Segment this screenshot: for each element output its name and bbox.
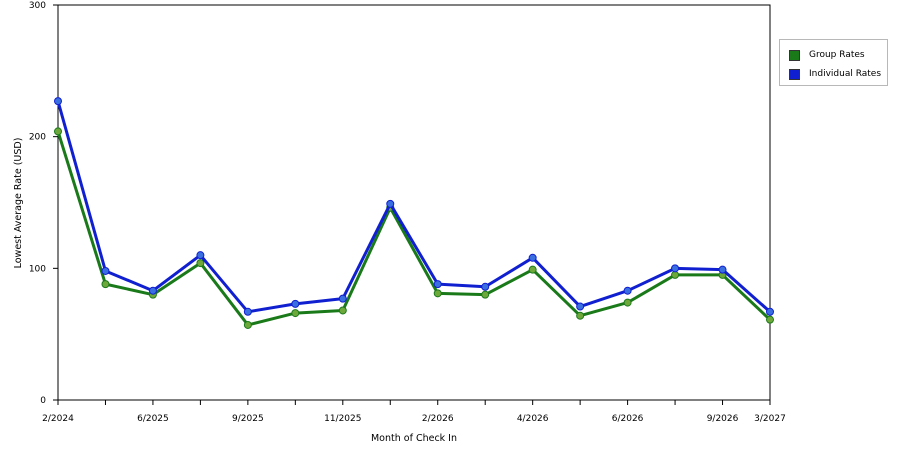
data-point-group-rates-13 <box>671 270 680 279</box>
legend-label-group-rates: Group Rates <box>809 50 865 60</box>
legend-item-individual-rates: Individual Rates <box>789 67 881 81</box>
labels-layer: Month of Check In Lowest Average Rate (U… <box>13 1 786 444</box>
data-point-group-rates-1 <box>101 280 110 289</box>
x-tick-label-9-2026: 9/2026 <box>707 414 739 424</box>
x-tick-label-2-2026: 2/2026 <box>422 414 454 424</box>
data-point-group-rates-8 <box>433 289 442 298</box>
series-line-individual-rates <box>56 100 771 314</box>
data-point-individual-rates-8 <box>433 280 442 289</box>
legend-swatch-group-rates <box>789 49 800 61</box>
data-point-individual-rates-14 <box>718 265 727 274</box>
x-tick-label-11-2025: 11/2025 <box>324 414 361 424</box>
x-tick-label-4-2026: 4/2026 <box>517 414 549 424</box>
y-tick-label-100: 100 <box>29 264 46 274</box>
data-point-group-rates-9 <box>481 290 490 299</box>
legend-item-group-rates: Group Rates <box>789 48 865 62</box>
x-tick-label-9-2025: 9/2025 <box>232 414 264 424</box>
axes-layer <box>53 4 771 405</box>
data-point-individual-rates-9 <box>481 282 490 291</box>
data-point-individual-rates-15 <box>766 307 774 316</box>
y-tick-label-0: 0 <box>40 396 46 406</box>
chart-legend: Group Rates Individual Rates <box>779 39 888 86</box>
y-tick-label-300: 300 <box>29 1 46 11</box>
legend-swatch-individual-rates <box>789 68 800 80</box>
data-point-individual-rates-10 <box>528 253 537 262</box>
x-tick-label-6-2026: 6/2026 <box>612 414 644 424</box>
data-point-group-rates-4 <box>243 320 252 329</box>
legend-label-individual-rates: Individual Rates <box>809 69 882 79</box>
y-axis-title: Lowest Average Rate (USD) <box>13 138 24 269</box>
series-line-group-rates <box>56 130 772 327</box>
data-point-individual-rates-3 <box>196 251 205 260</box>
data-point-group-rates-12 <box>623 298 632 307</box>
x-tick-label-6-2025: 6/2025 <box>137 414 169 424</box>
data-point-group-rates-15 <box>766 315 774 324</box>
data-point-individual-rates-12 <box>623 286 632 295</box>
x-tick-label-2-2024: 2/2024 <box>42 414 74 424</box>
data-point-individual-rates-6 <box>338 294 347 303</box>
data-point-group-rates-6 <box>338 306 347 315</box>
data-point-group-rates-3 <box>196 259 205 268</box>
data-point-individual-rates-13 <box>671 264 680 273</box>
plot-frame <box>57 4 771 401</box>
data-point-individual-rates-2 <box>148 286 157 295</box>
data-point-group-rates-5 <box>291 309 300 318</box>
data-point-individual-rates-7 <box>386 199 395 208</box>
series-layer <box>54 97 774 329</box>
data-point-individual-rates-5 <box>291 299 300 308</box>
data-point-individual-rates-11 <box>576 302 585 311</box>
y-tick-label-200: 200 <box>29 133 46 143</box>
data-point-group-rates-11 <box>576 311 585 320</box>
data-point-group-rates-10 <box>528 265 537 274</box>
x-axis-title: Month of Check In <box>371 433 457 444</box>
x-tick-label-3-2027: 3/2027 <box>754 414 786 424</box>
data-point-individual-rates-4 <box>243 307 252 316</box>
data-point-individual-rates-0 <box>54 97 62 106</box>
data-point-individual-rates-1 <box>101 266 110 275</box>
data-point-group-rates-0 <box>54 127 62 136</box>
